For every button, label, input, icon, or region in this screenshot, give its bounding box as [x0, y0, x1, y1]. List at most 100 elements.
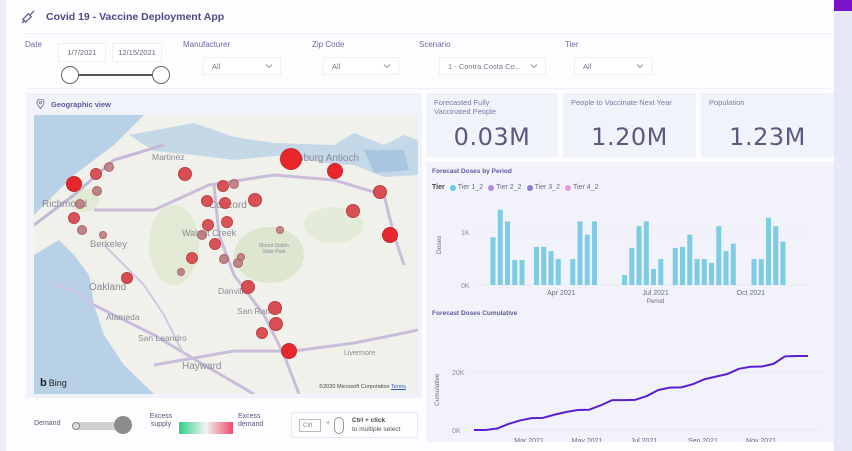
map-bubble[interactable] [68, 212, 80, 224]
kpi-value: 1.23M [729, 123, 806, 151]
header-divider [26, 33, 831, 34]
legend-item[interactable]: Tier 1_2 [449, 184, 484, 191]
x-tick-label: Jul 2021 [642, 290, 669, 297]
demand-label: Demand [34, 420, 61, 427]
map-bubble[interactable] [66, 176, 82, 192]
kpi-card-forecasted-vaccinated: Forecasted Fully Vaccinated People 0.03M [426, 93, 558, 157]
map-canvas[interactable]: Martinez Concord Pittsburg Antioch Richm… [34, 115, 418, 394]
map-bubble[interactable] [104, 162, 114, 172]
map-bubble[interactable] [186, 252, 198, 264]
ctrl-click-hint: Ctrl + Ctrl + click to multiple select [291, 412, 418, 438]
bar [577, 221, 583, 285]
map-bubble[interactable] [268, 301, 282, 315]
map-bubble[interactable] [229, 179, 239, 189]
map-bubble[interactable] [248, 193, 262, 207]
map-bubble[interactable] [202, 219, 214, 231]
legend-item[interactable]: Tier 2_2 [488, 184, 522, 191]
map-bubble[interactable] [269, 317, 283, 331]
map-label-san-leandro: San Leandro [138, 333, 187, 343]
map-bubble[interactable] [209, 238, 221, 250]
mouse-icon [334, 417, 344, 434]
bar [490, 237, 496, 285]
x-axis-label: Period [647, 299, 664, 305]
map-bubble[interactable] [219, 197, 231, 209]
tier-dropdown[interactable]: All [574, 57, 652, 75]
map-copyright-text: ©2020 Microsoft Corporation [319, 384, 390, 390]
demand-toggle-start [72, 422, 80, 430]
legend-dot-icon [564, 184, 571, 191]
map-bubble[interactable] [276, 226, 284, 234]
date-slider-end-handle[interactable] [152, 66, 170, 84]
line-chart: 0K 20K Cumulative Mar 2021 May 2021 Jul 2021 S… [434, 355, 821, 442]
map-copyright: ©2020 Microsoft Corporation Terms [319, 384, 406, 390]
map-bubble[interactable] [256, 327, 268, 339]
map-bubble[interactable] [90, 168, 102, 180]
map-bubble[interactable] [281, 343, 297, 359]
map-bubble[interactable] [201, 195, 213, 207]
map-bubble[interactable] [177, 268, 185, 276]
kpi-label: Population [709, 98, 745, 107]
legend-label: Tier 2_2 [496, 184, 522, 191]
map-label-hayward: Hayward [182, 361, 222, 372]
map-bubble[interactable] [75, 199, 85, 209]
bar [541, 246, 547, 285]
date-slider-start-handle[interactable] [61, 66, 79, 84]
map-bubble[interactable] [237, 253, 245, 261]
date-filter-label: Date [25, 40, 42, 49]
map-bubble[interactable] [241, 280, 255, 294]
map-bubble[interactable] [92, 186, 102, 196]
demand-toggle-thumb[interactable] [114, 416, 132, 434]
app-title: Covid 19 - Vaccine Deployment App [46, 11, 225, 23]
map-bubble[interactable] [373, 185, 387, 199]
demand-toggle-track[interactable] [73, 422, 123, 430]
bar [512, 260, 518, 285]
map-label-livermore: Livermore [344, 350, 376, 357]
map-bubble[interactable] [77, 225, 87, 235]
map-bubble[interactable] [382, 227, 398, 243]
bar [672, 247, 678, 285]
manufacturer-dropdown[interactable]: All [203, 57, 281, 75]
map-bubble[interactable] [280, 148, 302, 170]
map-bubble[interactable] [178, 167, 192, 181]
map-bubble[interactable] [219, 254, 229, 264]
scenario-dropdown[interactable]: 1 - Contra Costa Co... [439, 57, 546, 75]
charts-card: Forecast Doses by Period Tier Tier 1_2 Ti… [426, 162, 834, 442]
kpi-card-population: Population 1.23M [701, 93, 834, 157]
map-bubble[interactable] [121, 272, 133, 284]
map-bubble[interactable] [327, 163, 343, 179]
y-axis-label: Cumulative [434, 373, 441, 406]
map-label-san-ramon: San Ramon [237, 306, 282, 316]
app-header: Covid 19 - Vaccine Deployment App [20, 6, 224, 28]
legend-item[interactable]: Tier 3_2 [526, 184, 560, 191]
zip-code-dropdown[interactable]: All [323, 57, 399, 75]
map-terms-link[interactable]: Terms [391, 384, 406, 390]
map-bubble[interactable] [99, 231, 107, 239]
map-label-alameda: Alameda [106, 312, 140, 322]
bar [548, 251, 554, 285]
map-label-danville: Danville [218, 286, 249, 296]
bar [534, 246, 539, 285]
legend-item[interactable]: Tier 4_2 [564, 184, 598, 191]
legend-title: Tier [432, 184, 445, 191]
date-start-input[interactable]: 1/7/2021 [58, 43, 106, 62]
date-slider-track[interactable] [76, 74, 164, 76]
map-bubble[interactable] [346, 204, 360, 218]
bar [701, 259, 707, 285]
map-bubble[interactable] [217, 180, 229, 192]
bar [694, 259, 700, 285]
map-bubble[interactable] [197, 230, 207, 240]
bar [716, 226, 722, 285]
map-basemap [34, 115, 418, 394]
date-end-input[interactable]: 12/15/2021 [112, 43, 162, 62]
scenario-dropdown-value: 1 - Contra Costa Co... [448, 61, 521, 71]
map-bubble[interactable] [221, 216, 233, 228]
bar [622, 274, 628, 285]
y-tick-label: 0K [452, 428, 461, 435]
line-chart-title: Forecast Doses Cumulative [432, 310, 518, 317]
map-legend-card: Demand Excess supply Excess demand Ctrl … [26, 402, 422, 442]
bar [780, 241, 786, 285]
geographic-view-header: Geographic view [36, 99, 111, 109]
x-tick-label: Apr 2021 [547, 290, 576, 297]
legend-label: Tier 1_2 [457, 184, 484, 191]
plus-sign: + [326, 420, 331, 427]
